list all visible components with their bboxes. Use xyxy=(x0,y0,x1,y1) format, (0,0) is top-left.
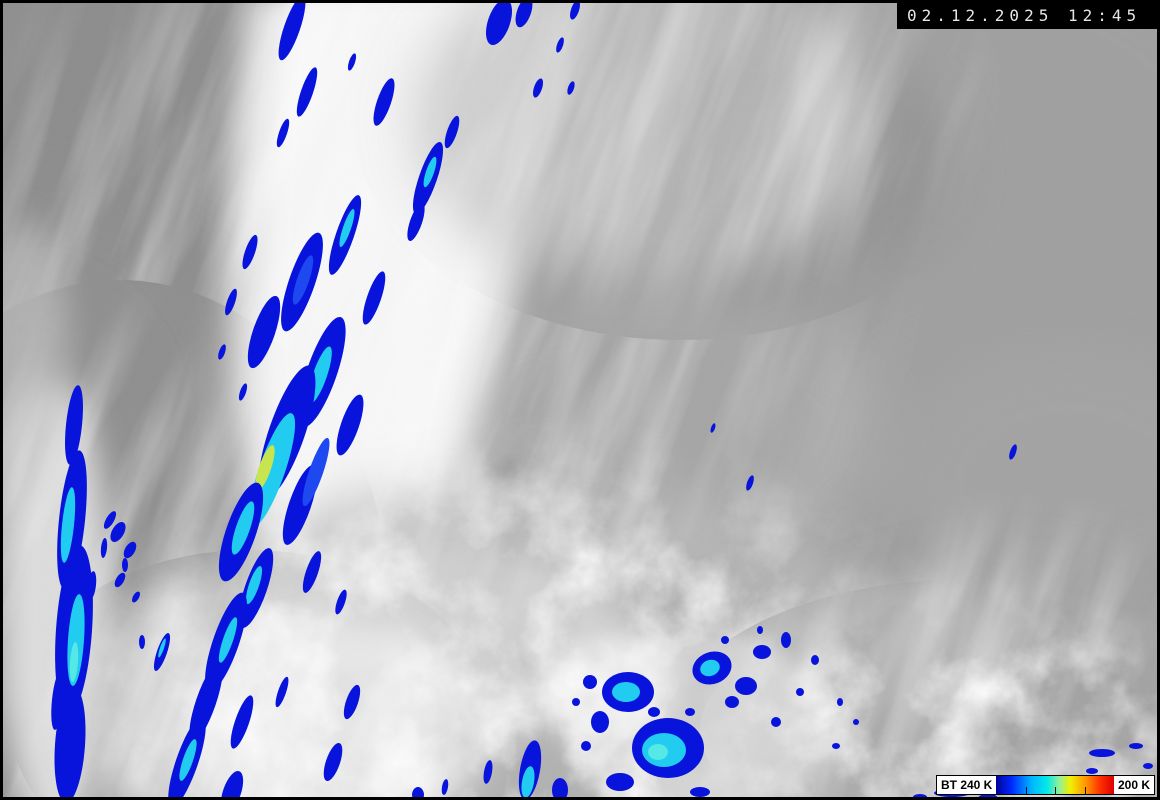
coldest-core-yellow-spot xyxy=(255,445,275,491)
scattered-cold-specks xyxy=(710,423,1153,800)
timestamp-overlay: 02.12.2025 12:45 xyxy=(897,3,1157,29)
cold-cloud-enhancement-layer xyxy=(51,0,1153,800)
colorbar-max-label: 200 K xyxy=(1117,778,1150,792)
cold-band-top xyxy=(276,0,580,242)
colorbar-min-label: BT 240 K xyxy=(941,778,993,792)
bottom-center-cold-cluster xyxy=(572,626,859,797)
cold-band-lower xyxy=(153,551,568,800)
cold-band-main-streak xyxy=(218,365,330,628)
colorbar-tick xyxy=(1055,787,1057,794)
colorbar-tick xyxy=(1025,787,1027,794)
colorbar-tick xyxy=(1084,787,1086,794)
colorbar-gradient xyxy=(996,776,1114,794)
colorbar-legend: BT 240 K 200 K xyxy=(936,775,1155,795)
left-edge-cold-streaks xyxy=(51,385,145,800)
